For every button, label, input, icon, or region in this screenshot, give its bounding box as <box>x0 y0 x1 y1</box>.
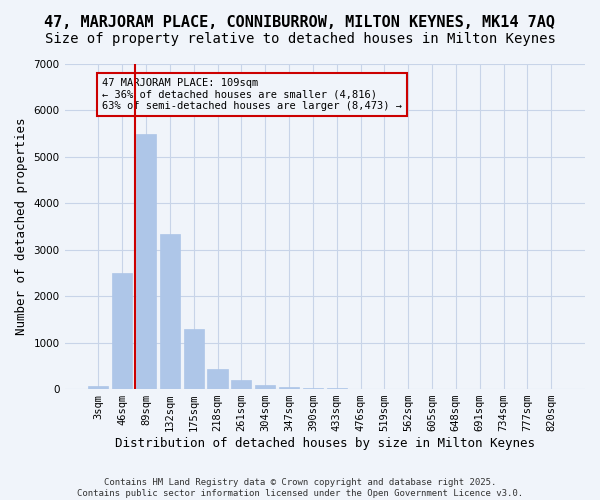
Bar <box>303 388 323 389</box>
Bar <box>112 273 132 389</box>
Text: 47 MARJORAM PLACE: 109sqm
← 36% of detached houses are smaller (4,816)
63% of se: 47 MARJORAM PLACE: 109sqm ← 36% of detac… <box>102 78 402 111</box>
Bar <box>326 388 347 389</box>
Y-axis label: Number of detached properties: Number of detached properties <box>15 118 28 336</box>
Bar <box>88 386 109 389</box>
Text: Contains HM Land Registry data © Crown copyright and database right 2025.
Contai: Contains HM Land Registry data © Crown c… <box>77 478 523 498</box>
Bar <box>255 385 275 389</box>
Text: 47, MARJORAM PLACE, CONNIBURROW, MILTON KEYNES, MK14 7AQ: 47, MARJORAM PLACE, CONNIBURROW, MILTON … <box>44 15 556 30</box>
Text: Size of property relative to detached houses in Milton Keynes: Size of property relative to detached ho… <box>44 32 556 46</box>
X-axis label: Distribution of detached houses by size in Milton Keynes: Distribution of detached houses by size … <box>115 437 535 450</box>
Bar <box>160 234 180 389</box>
Bar <box>184 328 204 389</box>
Bar <box>136 134 156 389</box>
Bar <box>279 387 299 389</box>
Bar <box>231 380 251 389</box>
Bar <box>208 369 227 389</box>
